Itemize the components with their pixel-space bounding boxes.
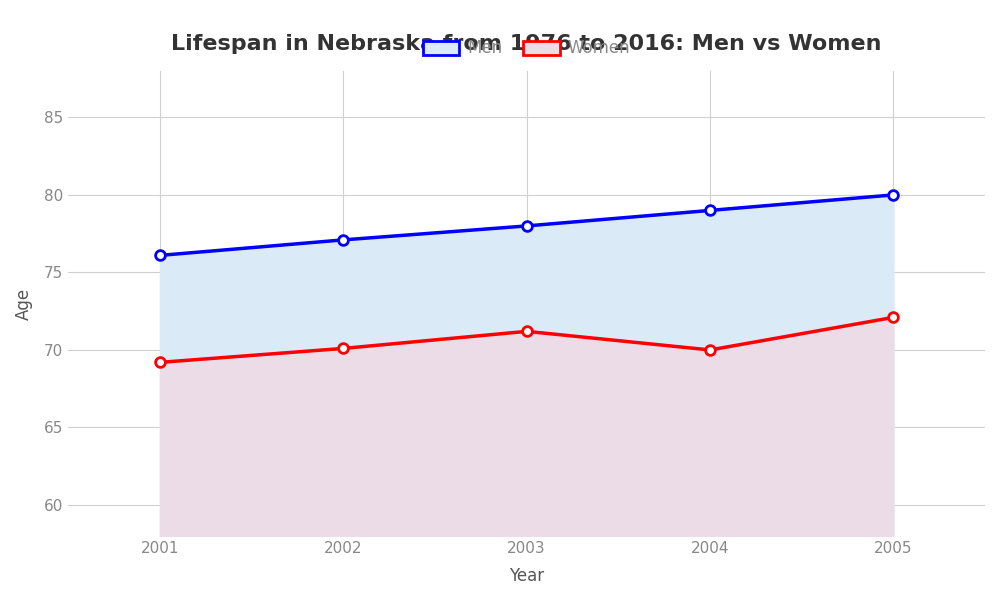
Title: Lifespan in Nebraska from 1976 to 2016: Men vs Women: Lifespan in Nebraska from 1976 to 2016: … [171, 34, 882, 54]
X-axis label: Year: Year [509, 567, 544, 585]
Y-axis label: Age: Age [15, 287, 33, 320]
Legend: Men, Women: Men, Women [416, 32, 637, 64]
